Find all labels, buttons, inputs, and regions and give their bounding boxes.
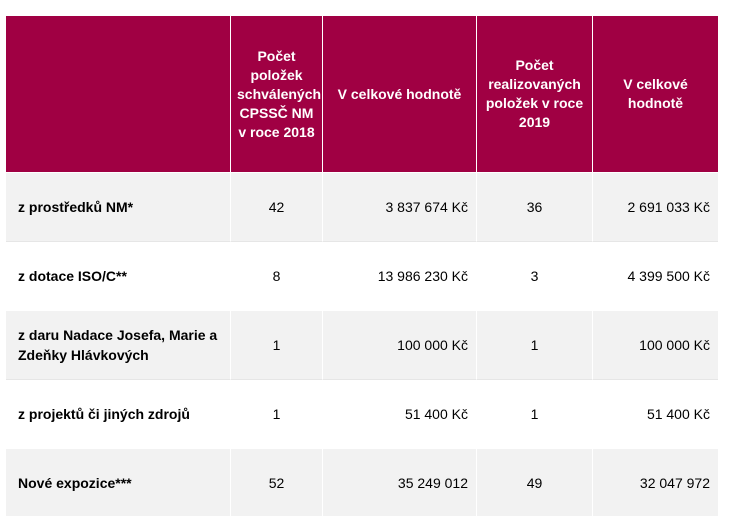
header-value-2019: V celkové hodnotě bbox=[592, 16, 718, 172]
header-count-2019: Počet realizovaných položek v roce 2019 bbox=[476, 16, 592, 172]
count-2018-cell: 42 bbox=[230, 172, 322, 241]
value-2018-cell: 3 837 674 Kč bbox=[322, 172, 476, 241]
table-container: Počet položek schválených CPSSČ NM v roc… bbox=[6, 16, 718, 516]
value-2018-cell: 13 986 230 Kč bbox=[322, 241, 476, 310]
count-2019-cell: 1 bbox=[476, 379, 592, 448]
count-2018-cell: 52 bbox=[230, 448, 322, 516]
count-2018-cell: 1 bbox=[230, 310, 322, 379]
table-row: z prostředků NM* 42 3 837 674 Kč 36 2 69… bbox=[6, 172, 718, 241]
row-label: z projektů či jiných zdrojů bbox=[6, 379, 230, 448]
header-blank bbox=[6, 16, 230, 172]
value-2019-cell: 100 000 Kč bbox=[592, 310, 718, 379]
header-count-2018: Počet položek schválených CPSSČ NM v roc… bbox=[230, 16, 322, 172]
row-label: Nové expozice*** bbox=[6, 448, 230, 516]
value-2019-cell: 2 691 033 Kč bbox=[592, 172, 718, 241]
value-2018-cell: 51 400 Kč bbox=[322, 379, 476, 448]
header-value-2018: V celkové hodnotě bbox=[322, 16, 476, 172]
count-2019-cell: 36 bbox=[476, 172, 592, 241]
row-label: z dotace ISO/C** bbox=[6, 241, 230, 310]
table-row: Nové expozice*** 52 35 249 012 49 32 047… bbox=[6, 448, 718, 516]
count-2019-cell: 49 bbox=[476, 448, 592, 516]
count-2019-cell: 3 bbox=[476, 241, 592, 310]
value-2018-cell: 100 000 Kč bbox=[322, 310, 476, 379]
table-row: z dotace ISO/C** 8 13 986 230 Kč 3 4 399… bbox=[6, 241, 718, 310]
collections-table: Počet položek schválených CPSSČ NM v roc… bbox=[6, 16, 718, 516]
row-label: z daru Nadace Josefa, Marie a Zdeňky Hlá… bbox=[6, 310, 230, 379]
table-header: Počet položek schválených CPSSČ NM v roc… bbox=[6, 16, 718, 172]
value-2018-cell: 35 249 012 bbox=[322, 448, 476, 516]
table-body: z prostředků NM* 42 3 837 674 Kč 36 2 69… bbox=[6, 172, 718, 516]
row-label: z prostředků NM* bbox=[6, 172, 230, 241]
count-2018-cell: 1 bbox=[230, 379, 322, 448]
table-row: z daru Nadace Josefa, Marie a Zdeňky Hlá… bbox=[6, 310, 718, 379]
header-row: Počet položek schválených CPSSČ NM v roc… bbox=[6, 16, 718, 172]
value-2019-cell: 32 047 972 bbox=[592, 448, 718, 516]
count-2019-cell: 1 bbox=[476, 310, 592, 379]
table-row: z projektů či jiných zdrojů 1 51 400 Kč … bbox=[6, 379, 718, 448]
value-2019-cell: 4 399 500 Kč bbox=[592, 241, 718, 310]
value-2019-cell: 51 400 Kč bbox=[592, 379, 718, 448]
count-2018-cell: 8 bbox=[230, 241, 322, 310]
